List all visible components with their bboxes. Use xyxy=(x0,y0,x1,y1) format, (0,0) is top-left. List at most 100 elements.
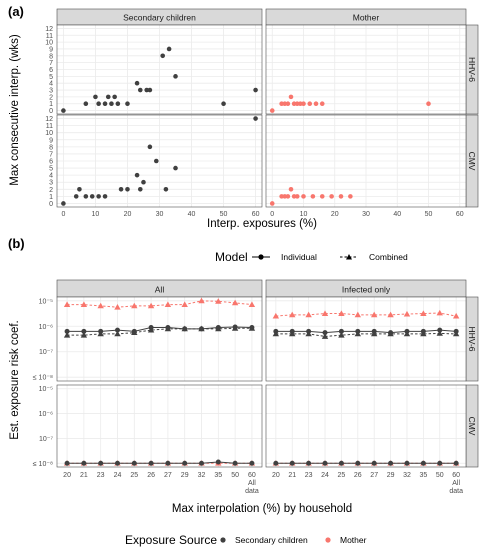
chart-b-panel-frame xyxy=(265,384,467,468)
chart-b-point-secondary-children-combined xyxy=(114,330,121,337)
chart-a-strip-label-secondary-children: Secondary children xyxy=(123,13,196,23)
chart-a-ytick-label: 7 xyxy=(49,151,53,158)
chart-b-line-mother-combined xyxy=(275,312,457,317)
chart-a-ytick-label: 10 xyxy=(45,130,53,137)
chart-b-ytick-label: ≤ 10⁻⁸ xyxy=(33,375,53,382)
chart-a-ytick-label: 9 xyxy=(49,46,53,53)
chart-b-panel-infected-only-hhv-6 xyxy=(265,296,467,382)
chart-b-point-mother-combined xyxy=(63,301,71,308)
chart-a-xtick-label: 10 xyxy=(92,211,100,218)
chart-a-ytick-label: 3 xyxy=(49,88,53,95)
chart-a-point-secondary-children xyxy=(166,46,172,52)
chart-b-xtick-label: 35 xyxy=(214,472,222,479)
legend-secondary-children-marker xyxy=(220,537,226,543)
chart-a-point-secondary-children xyxy=(112,94,117,100)
chart-a-panel-secondary-children-cmv xyxy=(56,114,263,208)
chart-b-point-secondary-children-individual xyxy=(338,328,344,334)
chart-a-strip-label-hhv-6: HHV-6 xyxy=(467,57,477,82)
chart-a-xtick-label: 40 xyxy=(393,211,401,218)
chart-b-point-mother-combined xyxy=(198,297,205,304)
chart-a-point-mother xyxy=(285,101,291,107)
chart-a-ytick-label: 2 xyxy=(49,94,53,101)
chart-b-point-secondary-children-individual xyxy=(114,327,120,333)
chart-b-point-secondary-children-combined xyxy=(198,325,205,332)
chart-a-point-secondary-children xyxy=(160,53,166,59)
legend-individual-label: Individual xyxy=(281,252,317,262)
chart-b-xtick-label: 21 xyxy=(80,472,88,479)
chart-a-point-secondary-children xyxy=(61,108,66,113)
chart-a-point-secondary-children xyxy=(137,87,143,93)
chart-a-xtick-label: 20 xyxy=(331,211,339,218)
chart-a-point-secondary-children xyxy=(61,201,66,206)
chart-b-point-secondary-children-combined xyxy=(436,330,443,336)
chart-a-point-secondary-children xyxy=(147,144,153,150)
chart-a-point-secondary-children xyxy=(83,194,89,199)
chart-a-point-secondary-children xyxy=(96,194,101,199)
chart-b-point-mother-combined xyxy=(114,303,121,310)
chart-a-point-mother xyxy=(285,194,291,199)
chart-a-point-secondary-children xyxy=(73,194,79,199)
chart-b-xtick-label: 27 xyxy=(164,472,172,479)
chart-a-xlabel: Interp. exposures (%) xyxy=(207,218,317,230)
chart-b-point-secondary-children-combined xyxy=(231,325,239,331)
chart-b-point-secondary-children-individual xyxy=(404,460,410,466)
chart-b-point-secondary-children-individual xyxy=(437,460,443,466)
chart-a-point-mother xyxy=(301,194,306,199)
chart-a-xtick-label: 60 xyxy=(252,211,260,218)
chart-b-panel-infected-only-cmv xyxy=(265,384,467,468)
chart-b-xtick-label: 35 xyxy=(419,472,427,479)
chart-a-point-secondary-children xyxy=(144,87,149,93)
chart-b-point-secondary-children-individual xyxy=(453,460,459,466)
chart-b-point-mother-combined xyxy=(387,311,394,318)
chart-b-xtick-label: 50 xyxy=(436,472,444,479)
chart-b-point-secondary-children-combined xyxy=(80,331,88,338)
chart-b-ytick-label: 10⁻⁵ xyxy=(39,386,53,393)
chart-b-strip-label-hhv-6: HHV-6 xyxy=(467,326,477,351)
chart-b-point-secondary-children-combined xyxy=(97,330,104,337)
chart-b-point-mother-combined xyxy=(436,309,443,316)
chart-a-point-secondary-children xyxy=(115,101,121,107)
chart-b-point-secondary-children-individual xyxy=(388,460,394,466)
chart-a-point-secondary-children xyxy=(221,101,226,107)
chart-a-ytick-label: 9 xyxy=(49,137,53,144)
chart-b-point-secondary-children-combined xyxy=(370,330,378,337)
chart-b-point-secondary-children-combined xyxy=(452,330,460,337)
chart-a-point-mother xyxy=(307,101,313,107)
chart-b-xtick-label: 20 xyxy=(272,472,280,479)
chart-a-panel-frame xyxy=(265,114,467,208)
chart-a-point-secondary-children xyxy=(125,187,130,192)
chart-b-point-mother-combined xyxy=(354,311,362,318)
chart-a-ytick-label: 5 xyxy=(49,166,53,173)
chart-b-point-mother-combined xyxy=(231,299,239,306)
chart-b-point-mother-combined xyxy=(420,310,427,316)
chart-a-xtick-label: 40 xyxy=(188,211,196,218)
chart-b-point-secondary-children-individual xyxy=(131,460,137,466)
chart-a-xtick-label: 10 xyxy=(300,211,308,218)
chart-b-point-mother-combined xyxy=(370,311,378,318)
legend-mother-marker xyxy=(325,537,331,543)
chart-a-point-mother xyxy=(310,194,316,199)
chart-b-ylabel: Est. exposure risk coef. xyxy=(9,320,21,440)
chart-a-point-mother xyxy=(313,101,319,107)
chart-a-point-secondary-children xyxy=(83,101,89,107)
chart-b-ytick-label: 10⁻⁷ xyxy=(39,349,53,356)
panel-label-a: (a) xyxy=(8,4,24,19)
chart-a-ylabel: Max consecutive interp. (wks) xyxy=(9,34,21,186)
chart-b-line-secondary-children-combined xyxy=(67,327,252,336)
chart-b-panel-frame xyxy=(56,296,263,382)
chart-a-point-mother xyxy=(294,194,300,199)
chart-a-ytick-label: 2 xyxy=(49,187,53,194)
chart-b-point-mother-combined xyxy=(80,301,88,308)
chart-b-ytick-label: 10⁻⁶ xyxy=(39,324,53,331)
chart-b-point-secondary-children-combined xyxy=(289,330,296,337)
chart-b-point-secondary-children-individual xyxy=(148,460,154,466)
chart-b-point-secondary-children-individual xyxy=(114,460,120,466)
chart-b-point-secondary-children-combined xyxy=(305,330,312,337)
chart-b-panel-all-cmv xyxy=(56,384,263,468)
chart-b-ytick-label: 10⁻⁵ xyxy=(39,298,53,305)
chart-b-point-secondary-children-combined xyxy=(215,325,222,332)
chart-a-ytick-label: 8 xyxy=(49,53,53,60)
chart-b-xtick-label: 29 xyxy=(387,472,395,479)
chart-b-xtick-label: 20 xyxy=(63,472,71,479)
chart-a-point-mother xyxy=(338,194,344,199)
